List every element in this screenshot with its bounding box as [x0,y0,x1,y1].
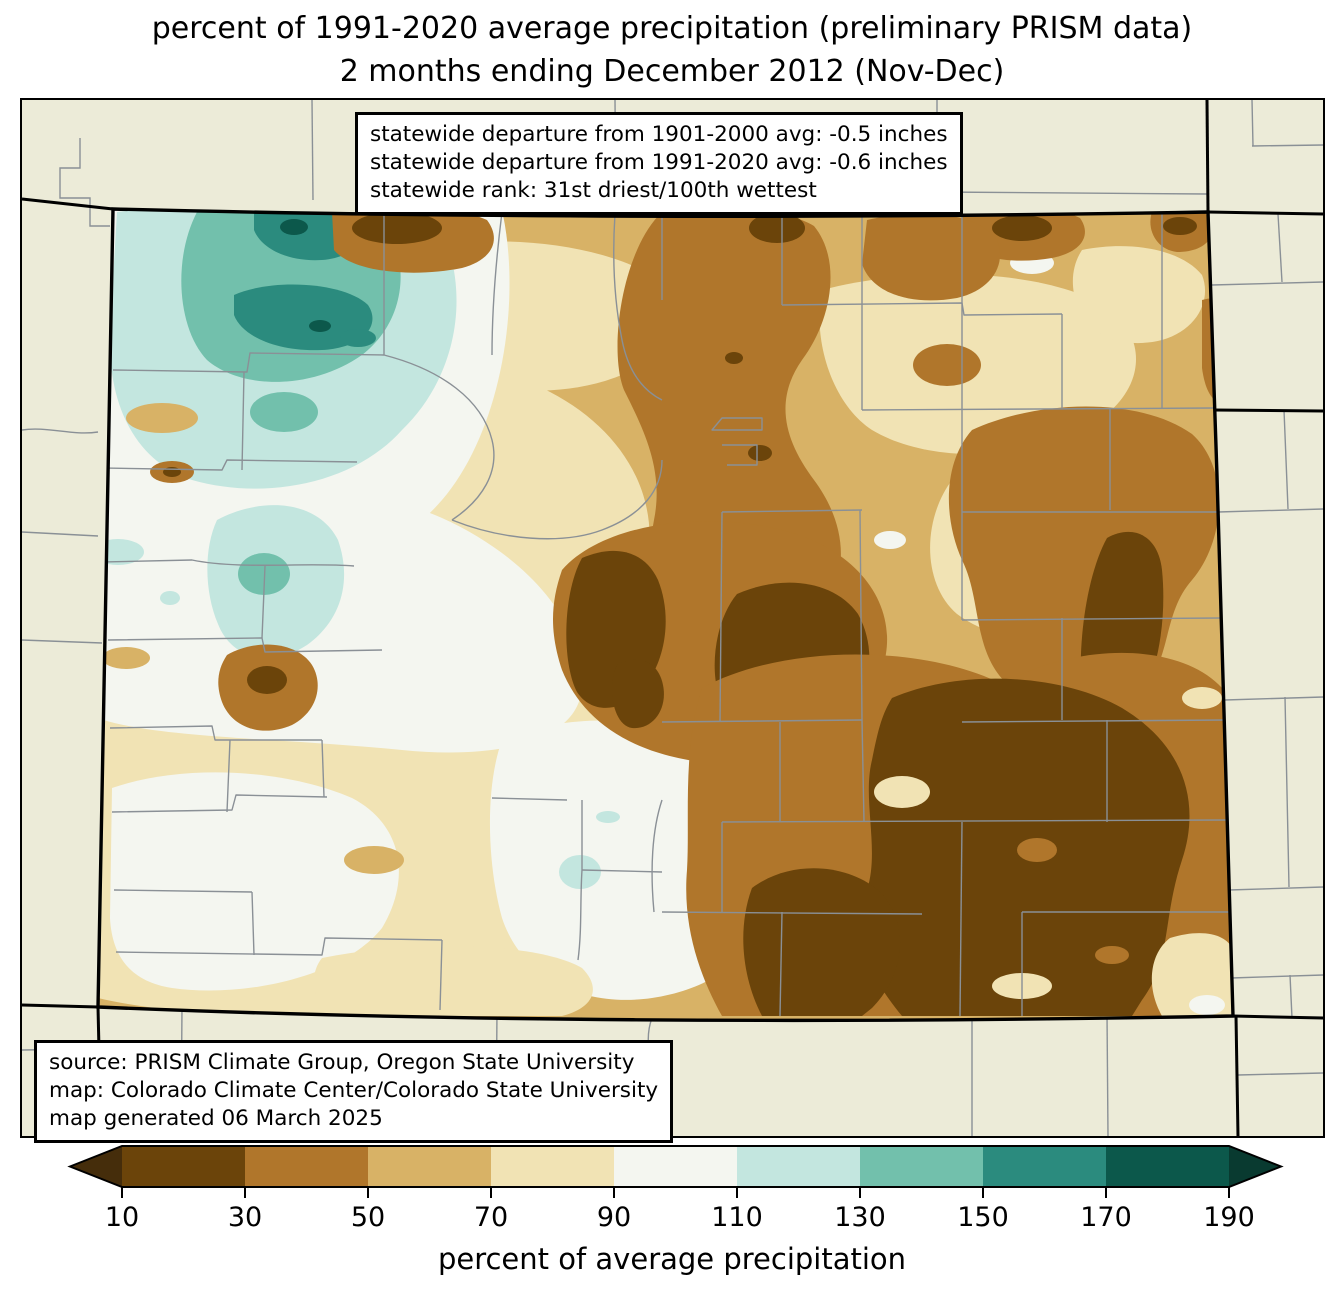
title-line-1: percent of 1991-2020 average precipitati… [151,11,1193,46]
colorbar-left-arrow [70,1146,122,1187]
colorbar-tick-label: 110 [711,1202,763,1233]
state-border-extensions [22,100,1323,1136]
colorbar-seg-7 [860,1146,983,1187]
colorbar-seg-2 [245,1146,368,1187]
stats-line-3: statewide rank: 31st driest/100th wettes… [370,177,817,203]
colorbar-tick-label: 70 [473,1202,509,1233]
colorbar-tick-label: 190 [1203,1202,1255,1233]
colorbar-seg-8 [983,1146,1106,1187]
contour-light-overlays [313,687,1233,1016]
source-box: source: PRISM Climate Group, Oregon Stat… [34,1040,674,1143]
colorbar-tick-label: 170 [1080,1202,1132,1233]
colorbar-tick-label: 10 [104,1202,140,1233]
state-border [96,207,1235,1023]
colorbar-seg-3 [368,1146,491,1187]
stats-box: statewide departure from 1901-2000 avg: … [355,112,963,215]
colorbar-tick-label: 30 [227,1202,263,1233]
colorbar: 10 30 50 70 90 110 130 150 170 190 perce… [0,1140,1344,1298]
colorbar-seg-6 [737,1146,860,1187]
source-line-2: map: Colorado Climate Center/Colorado St… [49,1077,659,1103]
colorbar-seg-9 [1106,1146,1229,1187]
source-line-1: source: PRISM Climate Group, Oregon Stat… [49,1050,635,1075]
map-frame: statewide departure from 1901-2000 avg: … [20,98,1325,1143]
stats-line-1: statewide departure from 1901-2000 avg: … [370,122,948,147]
state-fill-region [98,209,1233,1021]
contour-50-70-spots [102,403,404,874]
county-boundaries [101,211,1231,1017]
stats-line-2: statewide departure from 1991-2020 avg: … [370,149,948,175]
page-title: percent of 1991-2020 average precipitati… [0,8,1344,93]
colorbar-tick-label: 130 [834,1202,886,1233]
colorbar-bar [67,1145,1284,1198]
colorbar-axis-label: percent of average precipitation [437,1242,907,1276]
colorbar-tick-label: 90 [596,1202,632,1233]
colorbar-seg-5 [614,1146,737,1187]
colorbar-seg-4 [491,1146,614,1187]
colorbar-seg-1 [122,1146,245,1187]
colorbar-tick-label: 50 [350,1202,386,1233]
title-line-2: 2 months ending December 2012 (Nov-Dec) [339,53,1005,89]
colorbar-right-arrow [1229,1146,1281,1187]
colorbar-ticks [121,1187,1230,1198]
colorado-precip-map [22,100,1323,1136]
source-line-3: map generated 06 March 2025 [49,1105,383,1131]
colorbar-tick-label: 150 [957,1202,1009,1233]
